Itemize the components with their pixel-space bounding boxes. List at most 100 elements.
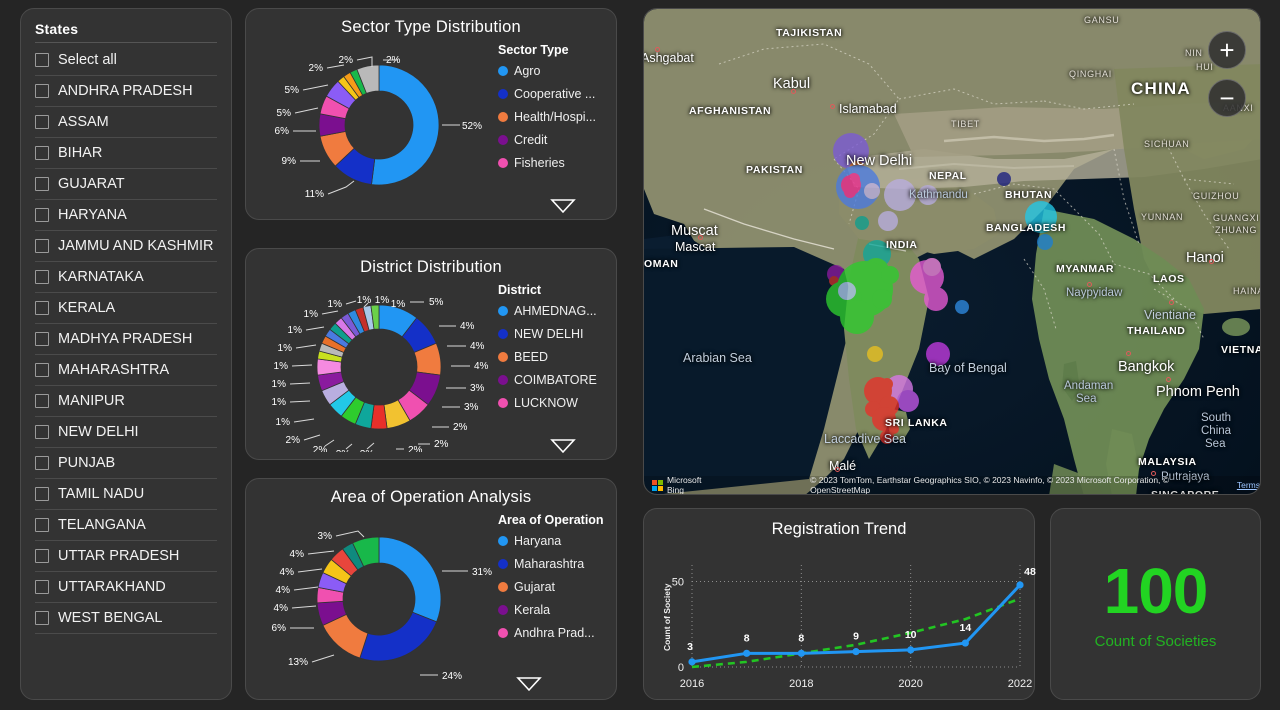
sector-chart-title: Sector Type Distribution — [341, 18, 521, 36]
data-point-label: 8 — [798, 632, 804, 644]
sector-type-distribution-panel: Sector Type Distribution 52% 11% 9% 6% 5% 5% 2… — [245, 8, 617, 220]
area-expand-button[interactable] — [516, 675, 542, 693]
slicer-item-label: MAHARASHTRA — [58, 362, 170, 378]
slicer-state-row[interactable]: WEST BENGAL — [35, 603, 217, 634]
checkbox-icon[interactable] — [35, 549, 49, 563]
map-data-bubbles[interactable] — [644, 9, 1260, 494]
slicer-state-row[interactable]: UTTARAKHAND — [35, 572, 217, 603]
legend-item-label: Kerala — [514, 603, 551, 617]
map-zoom-in-button[interactable]: + — [1208, 31, 1246, 69]
checkbox-icon[interactable] — [35, 580, 49, 594]
slicer-state-row[interactable]: PUNJAB — [35, 448, 217, 479]
checkbox-icon[interactable] — [35, 487, 49, 501]
slicer-state-row[interactable]: NEW DELHI — [35, 417, 217, 448]
trend-chart-title: Registration Trend — [771, 520, 907, 538]
legend-color-swatch — [498, 375, 508, 385]
area-donut-chart[interactable]: 31% 24% 13% 6% 4% 4% 4% 4% 3% — [246, 507, 496, 693]
checkbox-icon[interactable] — [35, 394, 49, 408]
checkbox-icon[interactable] — [35, 301, 49, 315]
legend-item[interactable]: Andhra Prad... — [498, 626, 616, 640]
legend-item[interactable]: AHMEDNAG... — [498, 304, 616, 318]
legend-item[interactable]: COIMBATORE — [498, 373, 616, 387]
slicer-item-label: GUJARAT — [58, 176, 125, 192]
checkbox-icon[interactable] — [35, 84, 49, 98]
data-point[interactable] — [852, 648, 860, 656]
slicer-state-row[interactable]: JAMMU AND KASHMIR — [35, 231, 217, 262]
slicer-state-row[interactable]: ANDHRA PRADESH — [35, 76, 217, 107]
checkbox-icon[interactable] — [35, 332, 49, 346]
checkbox-icon[interactable] — [35, 146, 49, 160]
slicer-state-row[interactable]: KARNATAKA — [35, 262, 217, 293]
donut-percent-label: 5% — [277, 108, 292, 119]
checkbox-icon[interactable] — [35, 115, 49, 129]
checkbox-icon[interactable] — [35, 239, 49, 253]
data-point[interactable] — [1016, 581, 1024, 589]
legend-item[interactable]: Credit — [498, 133, 616, 147]
map-attribution-text: © 2023 TomTom, Earthstar Geographics SIO… — [810, 475, 1170, 494]
checkbox-icon[interactable] — [35, 425, 49, 439]
checkbox-icon[interactable] — [35, 270, 49, 284]
data-point[interactable] — [797, 649, 805, 657]
map-terms-link[interactable]: Terms — [1236, 480, 1260, 490]
checkbox-icon[interactable] — [35, 208, 49, 222]
donut-percent-label: 1% — [304, 309, 319, 320]
slicer-select-all-row[interactable]: Select all — [35, 45, 217, 76]
legend-item[interactable]: Gujarat — [498, 580, 616, 594]
legend-item[interactable]: Fisheries — [498, 156, 616, 170]
data-point[interactable] — [688, 658, 696, 666]
slicer-state-row[interactable]: MAHARASHTRA — [35, 355, 217, 386]
donut-percent-label: 31% — [472, 567, 492, 578]
slicer-item-label: MANIPUR — [58, 393, 125, 409]
checkbox-icon[interactable] — [35, 456, 49, 470]
y-axis-tick-label: 50 — [672, 577, 684, 589]
slicer-item-label: UTTAR PRADESH — [58, 548, 180, 564]
slicer-item-label: KARNATAKA — [58, 269, 144, 285]
legend-item[interactable]: BEED — [498, 350, 616, 364]
checkbox-icon[interactable] — [35, 53, 49, 67]
checkbox-icon[interactable] — [35, 363, 49, 377]
legend-item[interactable]: Maharashtra — [498, 557, 616, 571]
sector-expand-button[interactable] — [550, 197, 576, 215]
donut-percent-label: 4% — [470, 341, 485, 352]
slicer-state-row[interactable]: TELANGANA — [35, 510, 217, 541]
slicer-state-row[interactable]: UTTAR PRADESH — [35, 541, 217, 572]
donut-slice[interactable] — [378, 536, 442, 623]
map-visual-panel[interactable]: TAJIKISTAN GANSU Ashgabat Kabul QINGHAI AFGHA… — [643, 8, 1261, 495]
donut-slice[interactable] — [370, 304, 380, 330]
legend-item[interactable]: Haryana — [498, 534, 616, 548]
donut-leader-line — [289, 400, 311, 403]
data-point[interactable] — [961, 639, 969, 647]
district-expand-button[interactable] — [550, 437, 576, 455]
donut-slice[interactable] — [356, 64, 380, 94]
legend-item[interactable]: NEW DELHI — [498, 327, 616, 341]
slicer-state-row[interactable]: ASSAM — [35, 107, 217, 138]
legend-item[interactable]: Agro — [498, 64, 616, 78]
legend-item[interactable]: Cooperative ... — [498, 87, 616, 101]
legend-item[interactable]: Kerala — [498, 603, 616, 617]
slicer-state-row[interactable]: BIHAR — [35, 138, 217, 169]
donut-slice[interactable] — [352, 536, 380, 567]
slicer-state-row[interactable]: MADHYA PRADESH — [35, 324, 217, 355]
data-point[interactable] — [743, 649, 751, 657]
legend-item[interactable]: LUCKNOW — [498, 396, 616, 410]
district-donut-chart[interactable]: 5%4%4%4%3%3%2%2%2%2%2%2%2%1%1%1%1%1%1%1%… — [246, 277, 496, 453]
donut-slice[interactable] — [371, 64, 440, 186]
slicer-state-row[interactable]: HARYANA — [35, 200, 217, 231]
legend-item[interactable]: Health/Hospi... — [498, 110, 616, 124]
data-point[interactable] — [907, 646, 915, 654]
sector-donut-chart[interactable]: 52% 11% 9% 6% 5% 5% 2% 2% 2% — [246, 37, 496, 213]
slicer-item-label: MADHYA PRADESH — [58, 331, 193, 347]
legend-color-swatch — [498, 135, 508, 145]
checkbox-icon[interactable] — [35, 177, 49, 191]
checkbox-icon[interactable] — [35, 611, 49, 625]
checkbox-icon[interactable] — [35, 518, 49, 532]
slicer-state-row[interactable]: TAMIL NADU — [35, 479, 217, 510]
donut-leader-line — [302, 84, 329, 91]
map-zoom-out-button[interactable]: − — [1208, 79, 1246, 117]
donut-slice[interactable] — [359, 611, 438, 662]
map-city-marker-icon — [655, 47, 660, 52]
slicer-state-row[interactable]: GUJARAT — [35, 169, 217, 200]
registration-trend-chart[interactable]: 0 50 2016 2018 2020 2022 3 8 8 9 10 14 48 Count of … — [644, 543, 1036, 698]
slicer-state-row[interactable]: KERALA — [35, 293, 217, 324]
slicer-state-row[interactable]: MANIPUR — [35, 386, 217, 417]
